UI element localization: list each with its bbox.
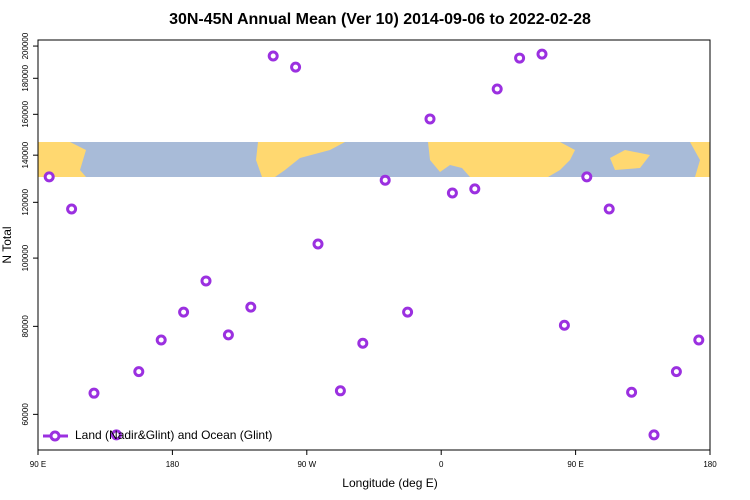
y-tick-label: 120000	[21, 188, 30, 215]
point	[267, 50, 279, 62]
point	[693, 334, 705, 346]
point	[133, 366, 145, 378]
point	[626, 386, 638, 398]
point	[222, 329, 234, 341]
y-tick-label: 180000	[21, 64, 30, 91]
y-tick-label: 160000	[21, 100, 30, 127]
point	[334, 385, 346, 397]
y-tick-label: 100000	[21, 244, 30, 271]
y-tick-label: 140000	[21, 141, 30, 168]
point	[446, 187, 458, 199]
legend-label: Land (Nadir&Glint) and Ocean (Glint)	[75, 428, 272, 442]
world-map-band	[38, 142, 710, 177]
y-tick-label: 80000	[21, 315, 30, 338]
point	[424, 113, 436, 125]
point	[66, 203, 78, 215]
x-axis-label: Longitude (deg E)	[342, 476, 437, 490]
x-tick-label: 180	[166, 460, 180, 469]
point	[312, 238, 324, 250]
point	[290, 61, 302, 73]
x-tick-label: 180	[703, 460, 717, 469]
plot-frame	[37, 39, 711, 451]
point	[491, 83, 503, 95]
point	[514, 52, 526, 64]
point	[200, 275, 212, 287]
point	[43, 171, 55, 183]
y-tick-label: 60000	[21, 403, 30, 426]
chart-title: 30N-45N Annual Mean (Ver 10) 2014-09-06 …	[169, 11, 591, 28]
x-tick-label: 90 E	[30, 460, 46, 469]
y-tick-label: 200000	[21, 32, 30, 59]
legend-marker	[49, 430, 61, 442]
point	[245, 301, 257, 313]
point	[603, 203, 615, 215]
point	[155, 334, 167, 346]
point	[670, 366, 682, 378]
x-tick-label: 90 E	[567, 460, 583, 469]
x-tick-label: 90 W	[297, 460, 316, 469]
point	[379, 174, 391, 186]
x-tick-label: 0	[439, 460, 444, 469]
point	[402, 306, 414, 318]
point	[469, 183, 481, 195]
point	[536, 48, 548, 60]
y-axis-label: N Total	[0, 226, 14, 263]
point	[178, 306, 190, 318]
point	[88, 387, 100, 399]
point	[558, 319, 570, 331]
point	[581, 171, 593, 183]
point	[110, 429, 122, 441]
point	[648, 429, 660, 441]
point	[357, 337, 369, 349]
